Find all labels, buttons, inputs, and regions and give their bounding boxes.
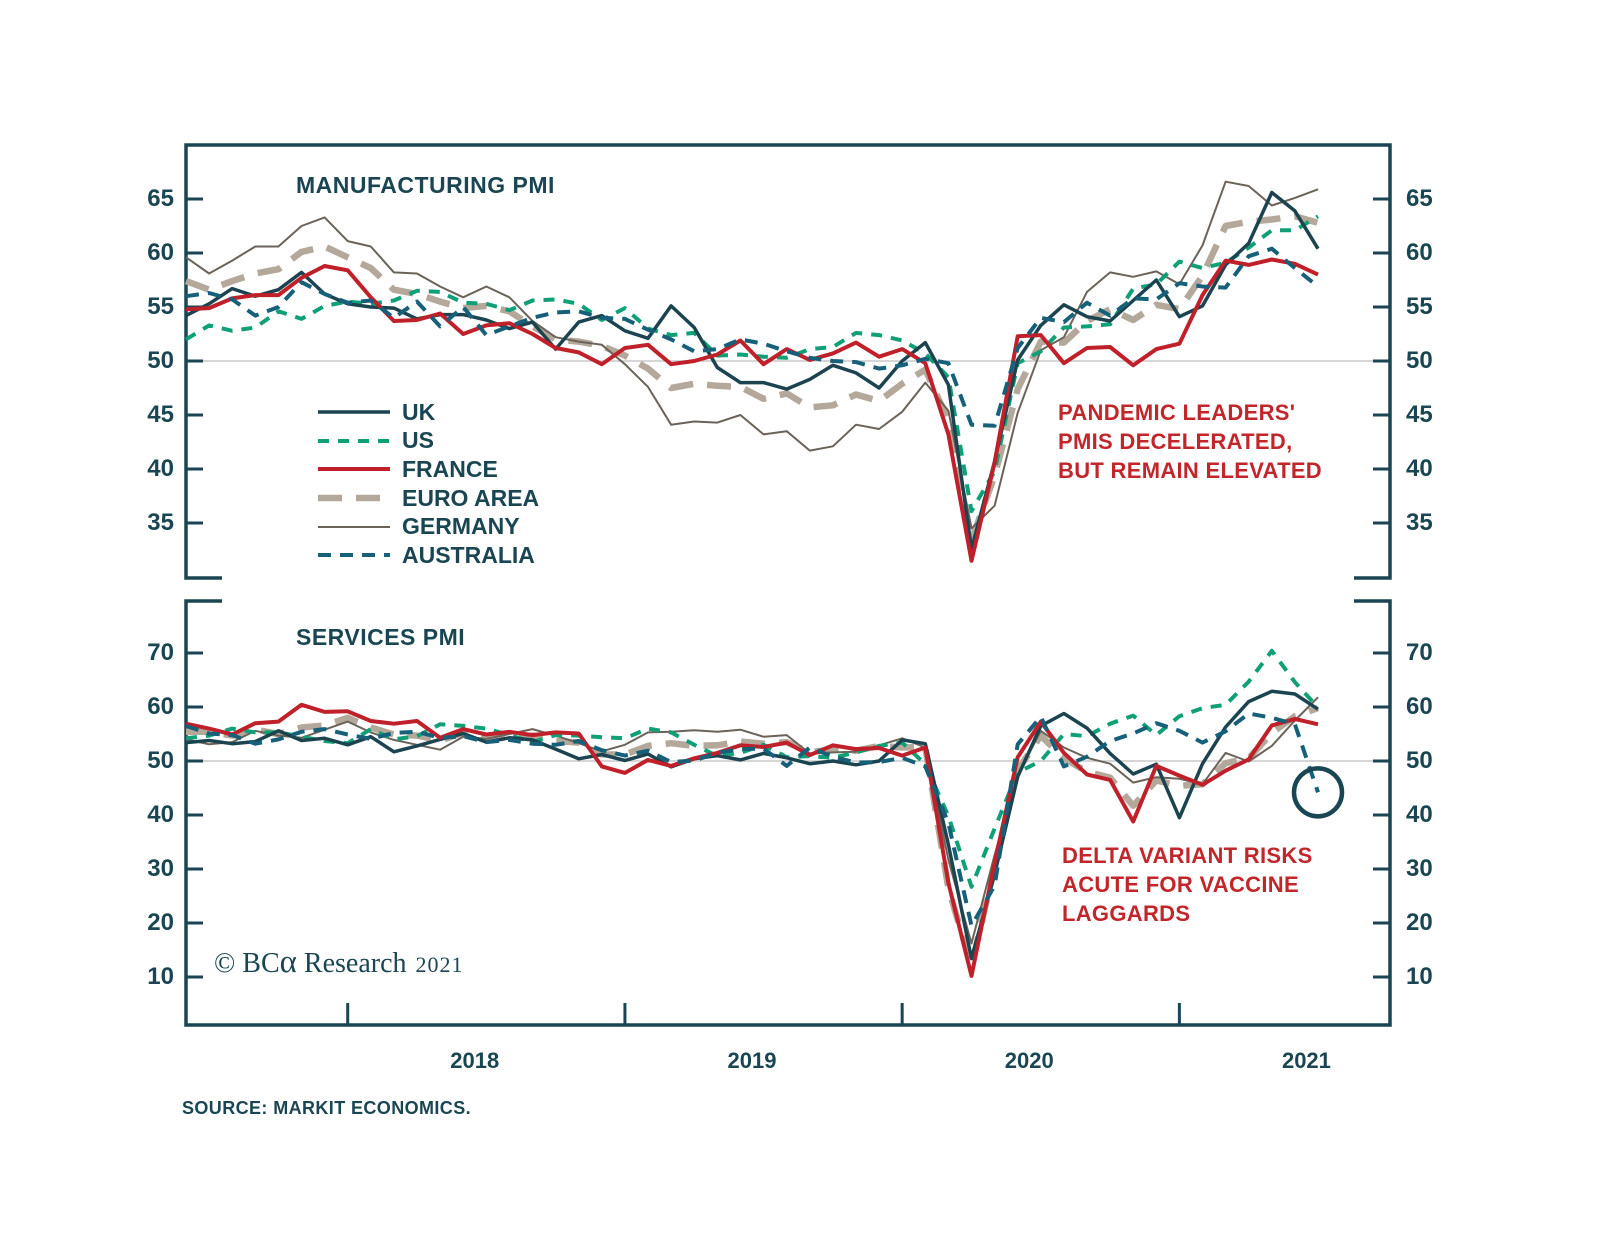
legend-label: EURO AREA xyxy=(402,484,540,511)
legend-line-sample-icon xyxy=(318,410,390,415)
series-line-germany xyxy=(185,180,1319,530)
series-line-euro-area xyxy=(186,705,1320,970)
y-tick-label: 55 xyxy=(147,293,174,320)
y-tick-label: 70 xyxy=(147,639,174,666)
copyright-bca-research: © BCα Research 2021 xyxy=(214,946,464,980)
legend-label: US xyxy=(402,427,434,454)
annotation-delta-variant: DELTA VARIANT RISKS ACUTE FOR VACCINE LAGG… xyxy=(1062,842,1313,928)
y-tick-label: 35 xyxy=(147,509,174,536)
legend-label: AUSTRALIA xyxy=(402,541,535,568)
y-tick-label: 10 xyxy=(147,963,174,990)
y-tick-label: 60 xyxy=(147,693,174,720)
source-note: SOURCE: MARKIT ECONOMICS. xyxy=(182,1098,471,1118)
series-line-france xyxy=(185,257,1319,563)
legend-row-france: FRANCE xyxy=(318,455,539,484)
y-tick-label: 50 xyxy=(147,747,174,774)
legend: UK US FRANCE EURO AREA GERMANY AUSTRALIA xyxy=(318,398,539,570)
series-line-australia xyxy=(185,711,1320,928)
y-tick-label: 50 xyxy=(1406,747,1433,774)
circle-annotation-australia-services xyxy=(1291,766,1345,819)
y-tick-label: 40 xyxy=(1406,801,1433,828)
series-line-france xyxy=(185,702,1319,978)
y-tick-label: 35 xyxy=(1406,509,1433,536)
y-tick-label: 55 xyxy=(1406,293,1433,320)
x-year-label: 2021 xyxy=(1281,1048,1331,1073)
copyright-prefix: © BC xyxy=(214,948,280,979)
series-line-germany xyxy=(185,696,1319,945)
services-panel-title: SERVICES PMI xyxy=(296,624,466,650)
legend-line-sample-icon xyxy=(318,467,390,472)
annotation-line: PMIS DECELERATED, xyxy=(1058,428,1293,454)
y-tick-label: 20 xyxy=(1406,909,1433,936)
x-year-label: 2018 xyxy=(450,1048,500,1073)
y-tick-label: 30 xyxy=(147,855,174,882)
manufacturing-panel-title: MANUFACTURING PMI xyxy=(296,172,555,198)
series-line-australia xyxy=(185,246,1320,428)
legend-label: GERMANY xyxy=(402,513,520,540)
legend-line-sample-icon xyxy=(318,553,390,558)
legend-label: UK xyxy=(402,398,436,425)
annotation-line: PANDEMIC LEADERS' xyxy=(1058,400,1296,425)
bca-alpha-glyph: α xyxy=(279,944,297,980)
copyright-suffix: Research xyxy=(296,948,407,979)
y-tick-label: 65 xyxy=(147,185,174,212)
y-tick-label: 20 xyxy=(147,909,174,936)
annotation-pandemic-leaders: PANDEMIC LEADERS' PMIS DECELERATED, BUT RE… xyxy=(1058,399,1322,485)
y-tick-label: 60 xyxy=(147,239,174,266)
series-line-uk xyxy=(185,190,1320,551)
y-tick-label: 70 xyxy=(1406,639,1433,666)
y-tick-label: 65 xyxy=(1406,185,1433,212)
y-tick-label: 30 xyxy=(1406,855,1433,882)
y-tick-label: 40 xyxy=(1406,455,1433,482)
y-tick-label: 10 xyxy=(1406,963,1433,990)
y-tick-label: 40 xyxy=(147,455,174,482)
annotation-line: DELTA VARIANT RISKS xyxy=(1062,843,1313,868)
y-tick-label: 50 xyxy=(147,347,174,374)
legend-line-sample-icon xyxy=(318,525,390,528)
y-tick-label: 50 xyxy=(1406,347,1433,374)
manufacturing-panel-frame xyxy=(184,143,1392,580)
annotation-line: ACUTE FOR VACCINE xyxy=(1062,871,1299,897)
legend-line-sample-icon xyxy=(318,438,390,443)
services-panel-frame xyxy=(184,599,1392,1027)
annotation-line: BUT REMAIN ELEVATED xyxy=(1058,457,1322,483)
y-tick-label: 60 xyxy=(1406,239,1433,266)
x-year-label: 2020 xyxy=(1004,1048,1054,1073)
y-tick-label: 60 xyxy=(1406,693,1433,720)
annotation-line: LAGGARDS xyxy=(1062,900,1191,926)
legend-row-australia: AUSTRALIA xyxy=(318,541,539,570)
y-tick-label: 45 xyxy=(1406,401,1433,428)
x-year-label: 2019 xyxy=(727,1048,777,1073)
copyright-year: 2021 xyxy=(415,952,464,977)
legend-line-sample-icon xyxy=(318,494,390,502)
y-tick-label: 45 xyxy=(147,401,174,428)
y-tick-label: 40 xyxy=(147,801,174,828)
series-line-euro-area xyxy=(184,213,1319,544)
series-line-uk xyxy=(185,689,1319,961)
legend-label: FRANCE xyxy=(402,455,498,482)
legend-row-us: US xyxy=(318,427,539,456)
legend-row-euro-area: EURO AREA xyxy=(318,484,539,513)
legend-row-germany: GERMANY xyxy=(318,512,539,541)
legend-row-uk: UK xyxy=(318,398,539,427)
